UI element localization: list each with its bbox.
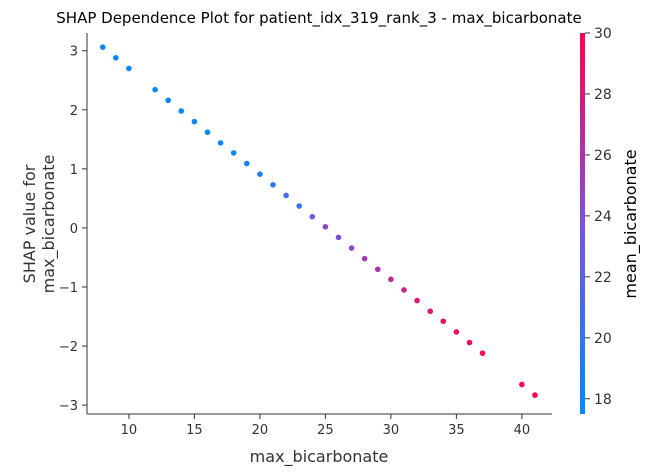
y-tick-label: 3 bbox=[70, 45, 78, 60]
scatter-point bbox=[152, 86, 158, 93]
colorbar bbox=[580, 33, 585, 414]
scatter-point bbox=[401, 287, 407, 293]
x-tick-label: 40 bbox=[514, 423, 531, 438]
scatter-point bbox=[374, 266, 381, 273]
x-tick-label: 30 bbox=[383, 423, 400, 438]
colorbar-tick-label: 26 bbox=[594, 148, 612, 164]
y-axis-label-line-2: max_bicarbonate bbox=[39, 155, 59, 294]
scatter-point bbox=[244, 160, 250, 167]
scatter-point bbox=[466, 339, 473, 346]
scatter-point bbox=[178, 108, 185, 114]
scatter-point bbox=[283, 192, 289, 199]
scatter-point bbox=[113, 55, 119, 61]
y-tick-label: 2 bbox=[70, 104, 78, 119]
scatter-points bbox=[99, 44, 538, 398]
y-tick-label: 1 bbox=[70, 163, 78, 178]
colorbar-tick-label: 18 bbox=[594, 392, 612, 408]
scatter-point bbox=[479, 350, 486, 356]
scatter-point bbox=[99, 44, 106, 50]
scatter-point bbox=[126, 65, 132, 72]
colorbar-tick-label: 28 bbox=[594, 87, 612, 103]
scatter-point bbox=[348, 245, 355, 251]
colorbar-tick-label: 30 bbox=[594, 26, 612, 42]
scatter-point bbox=[440, 318, 447, 325]
x-tick-label: 15 bbox=[186, 423, 203, 438]
colorbar-tick-label: 20 bbox=[594, 331, 612, 347]
y-axis-label: SHAP value for max_bicarbonate bbox=[20, 155, 59, 294]
x-tick-label: 25 bbox=[317, 423, 334, 438]
scatter-point bbox=[322, 223, 329, 230]
colorbar-tick-label: 24 bbox=[594, 209, 612, 225]
y-tick-label: −3 bbox=[59, 399, 78, 414]
scatter-point bbox=[519, 381, 525, 388]
scatter-point bbox=[388, 276, 394, 283]
scatter-point bbox=[532, 392, 538, 398]
scatter-point bbox=[309, 213, 316, 220]
scatter-point bbox=[217, 140, 224, 146]
colorbar-label: mean_bicarbonate bbox=[621, 149, 641, 298]
scatter-point bbox=[414, 297, 420, 304]
x-tick-label: 20 bbox=[252, 423, 269, 438]
y-axis-label-line-1: SHAP value for bbox=[20, 164, 39, 283]
scatter-point bbox=[230, 150, 237, 156]
scatter-point bbox=[270, 182, 276, 188]
y-ticks: −3 −2 −1 0 1 2 3 bbox=[59, 45, 87, 414]
colorbar-tick-label: 22 bbox=[594, 270, 612, 286]
scatter-point bbox=[257, 171, 263, 177]
scatter-point bbox=[296, 203, 302, 209]
x-axis-label: max_bicarbonate bbox=[250, 447, 389, 467]
scatter-point bbox=[165, 97, 172, 104]
chart-title: SHAP Dependence Plot for patient_idx_319… bbox=[56, 9, 581, 28]
scatter-point bbox=[191, 118, 198, 125]
scatter-point bbox=[335, 234, 342, 241]
scatter-point bbox=[453, 329, 460, 335]
y-tick-label: −1 bbox=[59, 281, 78, 296]
scatter-point bbox=[427, 308, 433, 315]
x-tick-label: 35 bbox=[448, 423, 465, 438]
y-tick-label: 0 bbox=[70, 222, 78, 237]
x-tick-label: 10 bbox=[121, 423, 138, 438]
scatter-point bbox=[361, 255, 368, 262]
colorbar-ticks: 18 20 22 24 26 28 30 bbox=[585, 26, 612, 408]
scatter-point bbox=[204, 129, 211, 136]
y-tick-label: −2 bbox=[59, 340, 78, 355]
x-ticks: 10 15 20 25 30 35 40 bbox=[121, 414, 531, 438]
